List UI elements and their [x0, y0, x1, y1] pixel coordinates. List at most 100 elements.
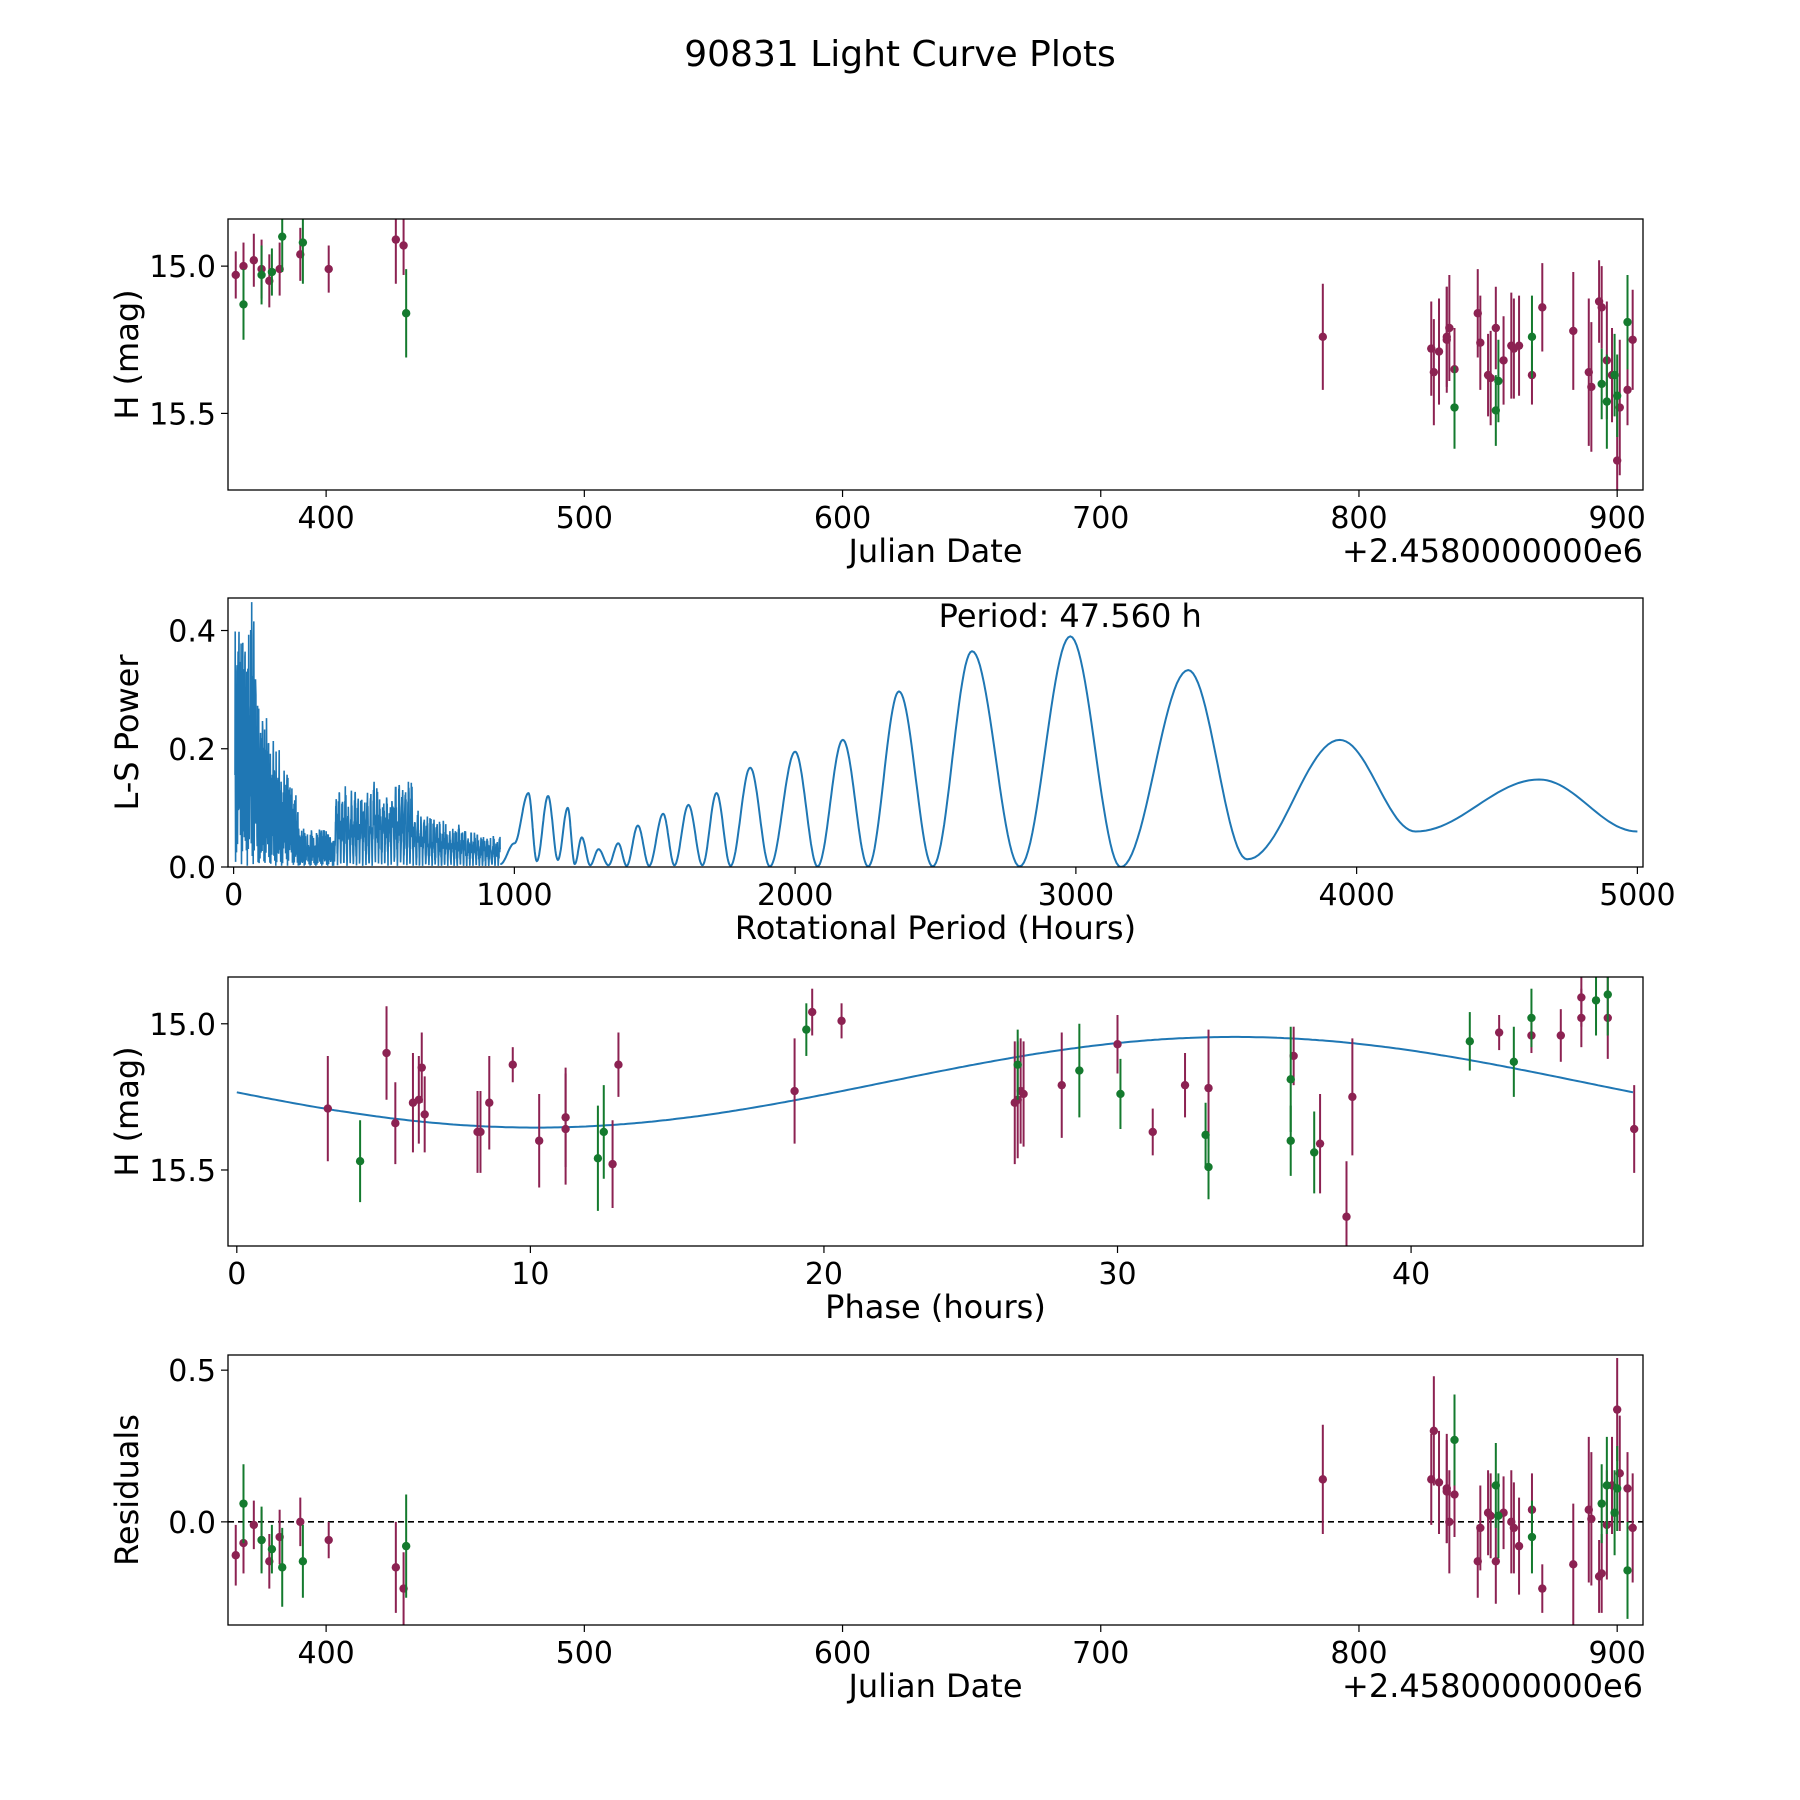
- data-point-g: [1623, 1566, 1632, 1575]
- periodogram-noise-region: [234, 602, 502, 867]
- data-point-r: [1569, 1560, 1578, 1569]
- data-point-r: [1348, 1092, 1357, 1102]
- data-point-g: [239, 1499, 248, 1508]
- data-point-r: [1315, 1139, 1325, 1148]
- data-point-r: [1577, 1013, 1586, 1023]
- data-point-g: [1509, 1057, 1519, 1066]
- data-point-r: [323, 1104, 333, 1113]
- x-tick-label: 600: [814, 501, 871, 536]
- data-point-g: [1597, 379, 1606, 389]
- x-tick-label: 40: [1392, 1257, 1430, 1292]
- data-point-r: [1476, 1523, 1485, 1533]
- data-point-r: [1057, 1080, 1066, 1090]
- data-point-r: [1148, 1127, 1157, 1137]
- data-point-r: [1019, 1089, 1028, 1099]
- data-point-r: [391, 1563, 401, 1572]
- data-point-r: [420, 1110, 429, 1119]
- y-tick-label: 0.5: [168, 1354, 216, 1389]
- data-point-g: [1527, 332, 1537, 342]
- data-point-r: [1180, 1080, 1190, 1090]
- data-point-g: [267, 1544, 277, 1554]
- data-point-g: [1494, 1511, 1503, 1520]
- data-point-r: [1491, 1557, 1501, 1566]
- data-point-r: [1342, 1212, 1351, 1221]
- data-point-g: [401, 1541, 411, 1551]
- data-point-r: [1499, 356, 1508, 365]
- axes-frame: [227, 218, 1644, 491]
- data-point-r: [1628, 335, 1637, 344]
- y-axis-label: H (mag): [108, 1046, 146, 1176]
- data-point-g: [1116, 1089, 1125, 1099]
- data-point-r: [1486, 1511, 1495, 1520]
- data-point-r: [1612, 1405, 1622, 1414]
- x-offset-label: +2.4580000000e6: [1342, 532, 1643, 570]
- y-tick-label: 15.0: [149, 1008, 216, 1043]
- x-tick-label: 1000: [476, 878, 552, 913]
- data-point-r: [296, 1517, 305, 1527]
- data-point-g: [278, 1563, 287, 1572]
- y-tick-label: 15.5: [149, 1154, 216, 1189]
- data-point-g: [401, 309, 411, 318]
- x-tick-label: 5000: [1599, 878, 1675, 913]
- x-axis-label: Julian Date: [846, 532, 1022, 570]
- x-offset-label: +2.4580000000e6: [1342, 1667, 1643, 1705]
- data-point-r: [1494, 1028, 1504, 1037]
- data-point-r: [324, 1535, 333, 1545]
- data-point-r: [1204, 1083, 1213, 1093]
- y-tick-label: 0.0: [168, 1506, 216, 1541]
- data-point-r: [608, 1159, 617, 1169]
- axes-frame: [227, 597, 1644, 868]
- y-tick-label: 0.4: [168, 615, 216, 650]
- data-point-r: [1587, 1514, 1596, 1524]
- data-point-g: [1597, 1499, 1606, 1508]
- data-point-g: [1075, 1066, 1084, 1075]
- data-point-r: [1486, 373, 1495, 383]
- x-axis-label: Phase (hours): [825, 1288, 1046, 1326]
- data-point-r: [1429, 1426, 1439, 1436]
- x-tick-label: 700: [1072, 1636, 1129, 1671]
- data-point-r: [1509, 1523, 1519, 1533]
- data-point-g: [267, 267, 277, 277]
- data-point-g: [257, 270, 266, 280]
- data-point-g: [1612, 391, 1622, 400]
- data-point-g: [1450, 403, 1459, 412]
- data-point-r: [1491, 323, 1501, 333]
- y-tick-label: 15.0: [149, 250, 216, 285]
- data-point-r: [1538, 303, 1547, 312]
- data-point-r: [324, 264, 333, 274]
- data-point-r: [1445, 323, 1454, 333]
- residuals-panel: 400 500 600 700 800 900 0.0 0.5 Julian Date Resid…: [108, 1354, 1646, 1705]
- data-point-r: [249, 1520, 259, 1530]
- data-point-r: [391, 1118, 400, 1128]
- data-point-g: [278, 232, 287, 241]
- axes-frame: [227, 1354, 1644, 1626]
- data-point-g: [1013, 1060, 1022, 1069]
- periodogram-curve: [500, 635, 1638, 867]
- x-axis-label: Julian Date: [846, 1667, 1022, 1705]
- data-point-r: [1429, 367, 1439, 377]
- x-tick-label: 800: [1330, 1636, 1387, 1671]
- data-point-g: [239, 300, 248, 309]
- data-point-r: [1318, 332, 1328, 342]
- data-point-r: [1514, 1541, 1524, 1551]
- y-tick-label: 0.2: [168, 733, 216, 768]
- y-axis-label: L-S Power: [108, 654, 146, 811]
- data-point-r: [837, 1016, 846, 1026]
- data-point-r: [249, 256, 259, 265]
- data-point-r: [1450, 1490, 1459, 1499]
- x-tick-label: 900: [1589, 501, 1646, 536]
- data-point-g: [1286, 1136, 1295, 1145]
- x-tick-label: 800: [1330, 501, 1387, 536]
- data-point-r: [1623, 1484, 1632, 1493]
- data-point-g: [1591, 996, 1601, 1005]
- data-point-g: [1527, 1532, 1537, 1542]
- period-annotation: Period: 47.560 h: [939, 597, 1202, 635]
- data-point-g: [1602, 397, 1612, 406]
- x-tick-label: 30: [1098, 1257, 1136, 1292]
- data-point-r: [614, 1060, 623, 1069]
- x-tick-label: 400: [297, 501, 354, 536]
- periodogram-panel: 0 1000 2000 3000 4000 5000 0.0 0.2 0.4 Rotational…: [108, 597, 1676, 947]
- data-point-g: [593, 1154, 603, 1163]
- data-point-g: [298, 1557, 308, 1566]
